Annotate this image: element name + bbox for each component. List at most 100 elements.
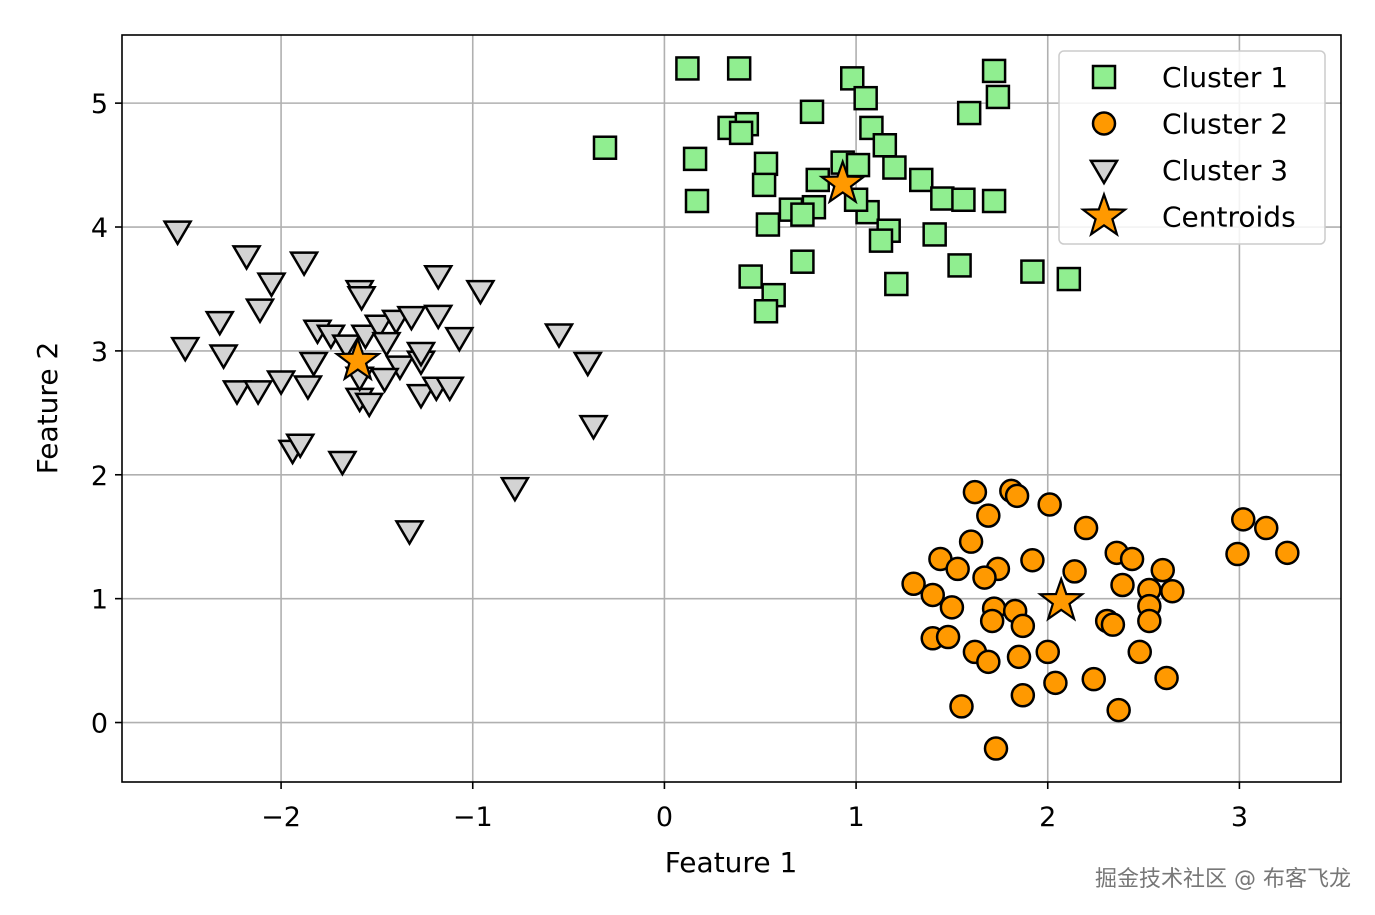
cluster-2-point bbox=[1006, 644, 1032, 670]
centroid-marker bbox=[1037, 575, 1086, 622]
cluster-3-point bbox=[371, 331, 402, 358]
cluster-3-point bbox=[369, 367, 400, 394]
legend-marker-1 bbox=[1091, 64, 1117, 90]
cluster-2-point bbox=[1119, 546, 1145, 572]
cluster-3-point bbox=[350, 324, 381, 351]
cluster-3-point bbox=[208, 344, 239, 371]
cluster-3-point bbox=[327, 450, 358, 477]
cluster-3-point bbox=[543, 323, 575, 350]
x-tick-label: 2 bbox=[1039, 802, 1056, 833]
cluster-2-point bbox=[1010, 613, 1036, 639]
cluster-1-point bbox=[882, 155, 907, 180]
cluster-2-point bbox=[958, 529, 984, 554]
cluster-2-point bbox=[901, 571, 926, 597]
cluster-3-point bbox=[162, 220, 193, 247]
cluster-3-point bbox=[354, 392, 385, 419]
cluster-2-point bbox=[1254, 515, 1279, 541]
series-cluster-3 bbox=[162, 220, 609, 546]
cluster-2-point bbox=[1010, 683, 1036, 708]
cluster-1-point bbox=[684, 188, 710, 214]
legend-marker-2 bbox=[1091, 111, 1117, 136]
cluster-1-point bbox=[840, 66, 865, 91]
cluster-1-point bbox=[790, 202, 815, 227]
cluster-2-point bbox=[1081, 666, 1106, 692]
cluster-3-point bbox=[572, 351, 603, 378]
cluster-3-point bbox=[204, 310, 235, 337]
axis-ticks: −2 −1 0 1 2 3 0 1 2 3 4 5 bbox=[91, 89, 1248, 833]
cluster-2-point bbox=[1035, 639, 1060, 665]
cluster-3-point bbox=[423, 264, 454, 291]
cluster-3-point bbox=[242, 380, 274, 407]
y-tick-label: 5 bbox=[91, 89, 108, 120]
x-tick-label: 0 bbox=[656, 802, 673, 833]
cluster-3-point bbox=[434, 376, 465, 403]
cluster-2-point bbox=[1127, 639, 1152, 665]
cluster-3-point bbox=[396, 305, 427, 332]
cluster-3-point bbox=[288, 251, 320, 278]
cluster-1-point bbox=[947, 253, 972, 278]
cluster-1-point bbox=[675, 56, 700, 81]
cluster-2-point bbox=[979, 608, 1005, 634]
x-axis-label: Feature 1 bbox=[665, 846, 798, 879]
centroid-marker bbox=[818, 158, 867, 205]
cluster-1-point bbox=[592, 135, 618, 160]
cluster-3-point bbox=[405, 341, 437, 368]
cluster-1-point bbox=[751, 172, 777, 198]
y-tick-label: 1 bbox=[91, 585, 108, 616]
cluster-2-point bbox=[1020, 548, 1045, 573]
y-tick-label: 4 bbox=[91, 213, 108, 244]
cluster-2-point bbox=[1004, 483, 1030, 509]
cluster-2-point bbox=[1137, 608, 1162, 634]
cluster-1-point bbox=[909, 167, 934, 193]
cluster-3-point bbox=[221, 380, 253, 407]
cluster-2-point bbox=[972, 565, 997, 590]
cluster-3-point bbox=[265, 370, 297, 397]
cluster-2-point bbox=[1037, 492, 1062, 517]
cluster-2-point bbox=[983, 736, 1009, 761]
cluster-1-point bbox=[853, 85, 878, 111]
cluster-1-point bbox=[868, 228, 894, 253]
cluster-2-point bbox=[1154, 665, 1179, 691]
legend-marker-4 bbox=[1079, 191, 1129, 238]
cluster-1-point bbox=[922, 222, 947, 247]
cluster-2-point bbox=[976, 649, 1001, 675]
cluster-2-point bbox=[1160, 578, 1185, 604]
cluster-2-point bbox=[1275, 540, 1300, 566]
cluster-2-point bbox=[945, 556, 970, 582]
cluster-3-point bbox=[578, 414, 609, 441]
cluster-3-point bbox=[170, 336, 201, 363]
series-centroids bbox=[333, 158, 1086, 622]
x-tick-label: −1 bbox=[453, 802, 493, 833]
cluster-2-point bbox=[939, 595, 965, 620]
cluster-1-point bbox=[872, 133, 898, 158]
cluster-3-point bbox=[298, 351, 329, 378]
cluster-3-point bbox=[292, 375, 324, 402]
y-tick-label: 2 bbox=[91, 461, 108, 492]
watermark: 掘金技术社区 @ 布客飞龙 bbox=[1095, 867, 1351, 892]
legend-box bbox=[1058, 50, 1326, 245]
centroid-marker bbox=[333, 335, 382, 382]
cluster-1-point bbox=[726, 56, 752, 81]
cluster-1-point bbox=[753, 151, 779, 177]
legend-label: Centroids bbox=[1162, 201, 1296, 234]
cluster-2-point bbox=[1110, 572, 1135, 598]
cluster-3-point bbox=[346, 286, 377, 312]
cluster-3-point bbox=[244, 298, 276, 325]
x-tick-label: 1 bbox=[847, 802, 864, 833]
y-tick-label: 0 bbox=[91, 709, 108, 740]
cluster-3-point bbox=[331, 334, 362, 361]
cluster-3-point bbox=[499, 476, 531, 503]
cluster-2-point bbox=[1043, 670, 1068, 696]
cluster-1-point bbox=[1020, 259, 1045, 284]
legend-label: Cluster 1 bbox=[1162, 61, 1288, 94]
cluster-2-point bbox=[1225, 541, 1250, 567]
plot-frame bbox=[121, 34, 1342, 783]
cluster-3-point bbox=[465, 279, 496, 306]
cluster-2-point bbox=[1100, 612, 1126, 637]
cluster-2-point bbox=[1106, 697, 1131, 723]
cluster-2-point bbox=[1073, 515, 1099, 541]
cluster-2-point bbox=[976, 503, 1001, 528]
cluster-1-point bbox=[981, 58, 1007, 84]
cluster-3-point bbox=[256, 272, 287, 299]
